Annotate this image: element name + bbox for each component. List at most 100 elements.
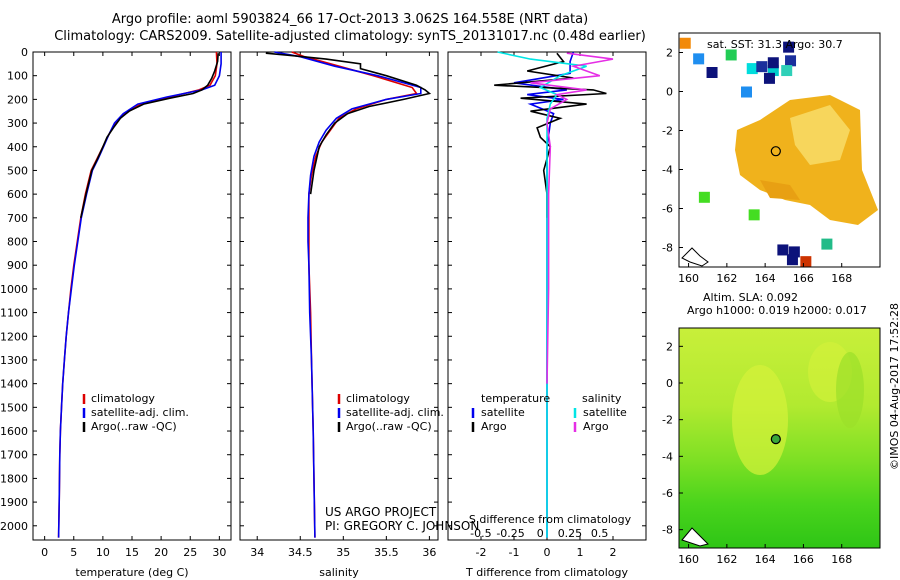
map-y-tick-label-sst_map: -2 (662, 125, 673, 138)
sst-map-title: sat. SST: 31.3 Argo: 30.7 (707, 38, 843, 51)
x-tick-label-temperature: 5 (70, 546, 77, 559)
salinity-legend-label-1: satellite-adj. clim. (346, 406, 444, 419)
x-tick-label-s-difference: 0.5 (591, 527, 609, 540)
y-tick-label-depth: 300 (7, 117, 28, 130)
y-tick-label-depth: 2000 (0, 520, 28, 533)
salinity-legend-label-0: climatology (346, 392, 410, 405)
project-pi: PI: GREGORY C. JOHNSON (325, 519, 480, 533)
sst-cell (756, 61, 768, 73)
series-difference-3 (530, 52, 614, 384)
series-salinity-1 (274, 51, 422, 538)
x-axis-label-salinity: salinity (319, 566, 359, 579)
y-tick-label-depth: 1000 (0, 283, 28, 296)
map-x-tick-label-sla_map: 162 (716, 553, 737, 566)
y-tick-label-depth: 800 (7, 236, 28, 249)
map-y-tick-label-sst_map: 2 (666, 47, 673, 60)
difference-legend-label-3: Argo (583, 420, 609, 433)
x-tick-label-salinity: 34 (250, 546, 264, 559)
x-tick-label-temperature: 0 (41, 546, 48, 559)
map-y-tick-label-sst_map: 0 (666, 86, 673, 99)
sla-coastline (681, 527, 709, 547)
y-tick-label-depth: 500 (7, 164, 28, 177)
title-line-1: Argo profile: aoml 5903824_66 17-Oct-201… (111, 12, 589, 27)
x-tick-label-difference: -1 (509, 546, 520, 559)
temperature-legend-label-1: satellite-adj. clim. (91, 406, 189, 419)
sst-cell (767, 57, 779, 69)
x-tick-label-salinity: 34.5 (288, 546, 313, 559)
sst-cell (693, 53, 705, 65)
sst-cell (783, 41, 795, 53)
sst-cell (777, 244, 789, 256)
map-y-tick-label-sla_map: -4 (662, 450, 673, 463)
y-tick-label-depth: 100 (7, 70, 28, 83)
sla-map-title: Altim. SLA: 0.092 (703, 291, 799, 304)
sla-argo-marker (770, 434, 781, 445)
project-name: US ARGO PROJECT (325, 505, 437, 519)
map-y-tick-label-sla_map: -8 (662, 524, 673, 537)
sla-map-group (678, 327, 881, 549)
x-axis-label-s-difference: S difference from climatology (469, 513, 632, 526)
y-tick-label-depth: 1100 (0, 307, 28, 320)
sst-cell (763, 72, 775, 84)
y-tick-label-depth: 900 (7, 259, 28, 272)
difference-legend-label-1: Argo (481, 420, 507, 433)
temperature-legend-label-2: Argo(..raw -QC) (91, 420, 177, 433)
sst-orange-patch (760, 180, 800, 200)
x-tick-label-temperature: 15 (125, 546, 139, 559)
map-x-tick-label-sst_map: 162 (716, 272, 737, 285)
x-tick-label-difference: 2 (610, 546, 617, 559)
x-tick-label-temperature: 20 (154, 546, 168, 559)
y-tick-label-depth: 400 (7, 141, 28, 154)
map-x-tick-label-sla_map: 164 (755, 553, 776, 566)
x-tick-label-s-difference: -0.5 (470, 527, 491, 540)
plot-frame-temperature (32, 51, 232, 541)
map-y-tick-label-sla_map: -6 (662, 487, 673, 500)
y-tick-label-depth: 600 (7, 188, 28, 201)
sla-high-anomaly (732, 365, 788, 475)
y-tick-label-depth: 1900 (0, 496, 28, 509)
sst-cell (788, 246, 800, 258)
y-tick-label-depth: 1600 (0, 425, 28, 438)
sst-cell (767, 65, 779, 77)
y-tick-label-depth: 1800 (0, 472, 28, 485)
sst-yellow-patch (790, 105, 850, 165)
x-tick-label-difference: -2 (476, 546, 487, 559)
sst-cell (725, 49, 737, 61)
map-x-tick-label-sla_map: 168 (831, 553, 852, 566)
series-difference-2 (497, 51, 587, 538)
sst-cell (748, 209, 760, 221)
x-tick-label-salinity: 35 (336, 546, 350, 559)
x-tick-label-difference: 0 (544, 546, 551, 559)
series-difference-1 (494, 52, 607, 218)
map-y-tick-label-sla_map: 2 (666, 340, 673, 353)
y-tick-label-depth: 0 (21, 46, 28, 59)
sla-map-frame (678, 327, 881, 549)
series-temperature-1 (57, 52, 222, 538)
x-tick-label-s-difference: 0 (537, 527, 544, 540)
sst-argo-marker (770, 146, 781, 157)
sst-cell (786, 254, 798, 266)
series-salinity-2 (265, 52, 432, 195)
sst-cell (781, 65, 793, 77)
sla-low-anomaly (836, 352, 864, 428)
sst-coastline (681, 247, 709, 267)
difference-legend-label-0: satellite (481, 406, 525, 419)
series-salinity-0 (291, 51, 418, 538)
x-axis-label-difference: T difference from climatology (465, 566, 628, 579)
map-x-tick-label-sst_map: 166 (793, 272, 814, 285)
x-tick-label-salinity: 35.5 (374, 546, 399, 559)
difference-legend-label-2: satellite (583, 406, 627, 419)
y-tick-label-depth: 1400 (0, 378, 28, 391)
x-tick-label-temperature: 25 (183, 546, 197, 559)
x-tick-label-temperature: 10 (96, 546, 110, 559)
map-x-tick-label-sla_map: 160 (678, 553, 699, 566)
series-temperature-2 (80, 53, 219, 218)
map-y-tick-label-sst_map: -8 (662, 242, 673, 255)
map-x-tick-label-sst_map: 160 (678, 272, 699, 285)
x-tick-label-salinity: 36 (422, 546, 436, 559)
x-axis-label-temperature: temperature (deg C) (75, 566, 188, 579)
map-y-tick-label-sst_map: -4 (662, 164, 673, 177)
sla-map-subtitle: Argo h1000: 0.019 h2000: 0.017 (687, 304, 867, 317)
y-tick-label-depth: 1500 (0, 401, 28, 414)
